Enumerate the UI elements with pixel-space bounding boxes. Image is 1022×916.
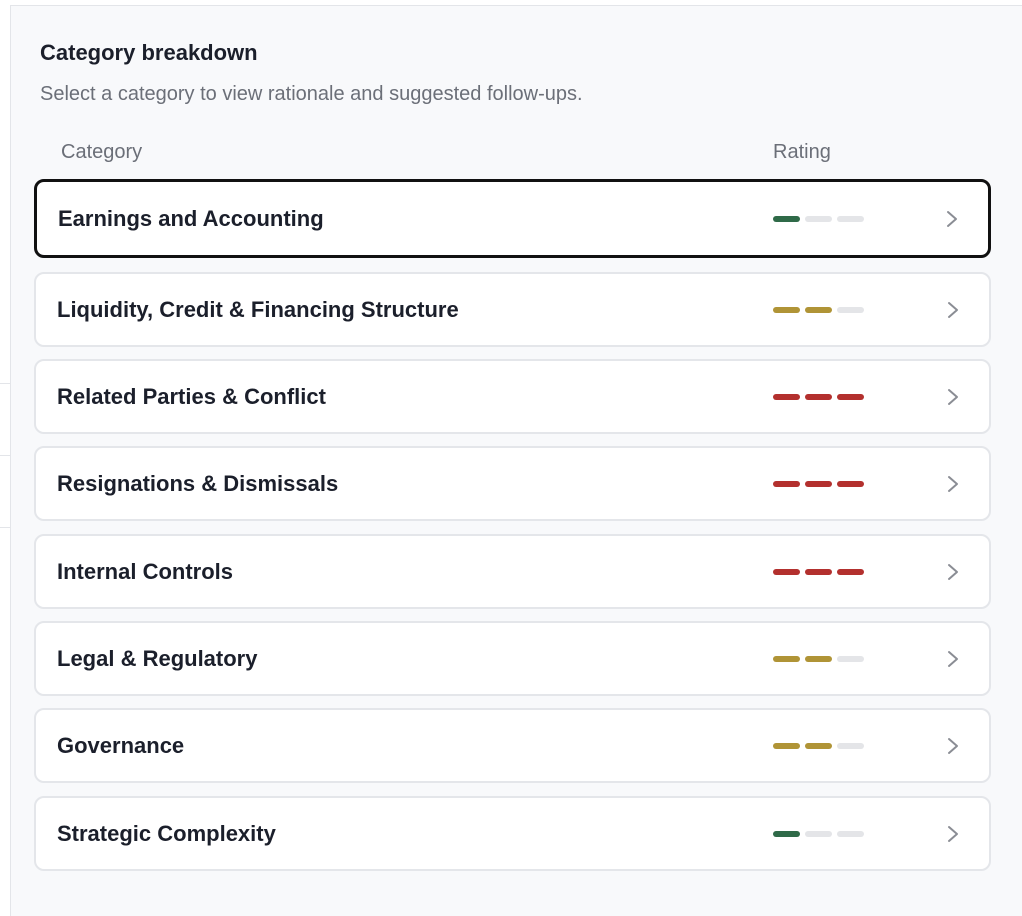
category-name: Strategic Complexity [57,820,276,846]
rating-segment [805,830,832,837]
rating-segment [805,480,832,487]
category-row[interactable]: Liquidity, Credit & Financing Structure [34,272,991,347]
chevron-icon [947,475,959,498]
panel-title: Category breakdown [40,40,258,65]
category-row[interactable]: Resignations & Dismissals [34,446,991,521]
chevron-icon [947,737,959,760]
category-name: Governance [57,732,185,758]
category-row[interactable]: Strategic Complexity [34,796,991,871]
rating-segment [837,830,864,837]
category-row[interactable]: Earnings and Accounting [34,179,991,258]
divider [0,455,10,456]
rating-segment [773,830,800,837]
rating-segment [773,655,800,662]
category-row[interactable]: Internal Controls [34,534,991,609]
rating-segment [837,480,864,487]
rating-segment [805,568,832,575]
rating-segment [773,215,800,222]
rating-segment [837,568,864,575]
divider [0,383,10,384]
rating-segment [837,393,864,400]
chevron-icon [946,210,958,233]
category-name: Earnings and Accounting [58,205,324,231]
category-name: Related Parties & Conflict [57,383,326,409]
category-name: Liquidity, Credit & Financing Structure [57,296,459,322]
rating-segment [837,215,864,222]
rating-segment [837,655,864,662]
chevron-icon [947,825,959,848]
rating-segment [837,306,864,313]
rating-segment [773,480,800,487]
category-name: Internal Controls [57,558,234,584]
rating-segment [773,393,800,400]
category-row[interactable]: Related Parties & Conflict [34,359,991,434]
chevron-icon [947,650,959,673]
rating-segment [805,742,832,749]
category-row[interactable]: Governance [34,708,991,783]
chevron-icon [947,563,959,586]
rating-segment [773,742,800,749]
rating-segment [805,215,832,222]
rating-segment [805,306,832,313]
rating-segment [773,306,800,313]
column-header: Category [61,141,143,163]
category-row[interactable]: Legal & Regulatory [34,621,991,696]
category-name: Resignations & Dismissals [57,470,339,496]
category-panel: Category breakdown Select a category to … [10,5,1022,916]
category-name: Legal & Regulatory [57,645,258,671]
rating-segment [837,742,864,749]
rating-segment [773,568,800,575]
chevron-icon [947,301,959,324]
panel-subtitle: Select a category to view rationale and … [40,83,583,105]
chevron-icon [947,388,959,411]
rating-segment [805,655,832,662]
rating-segment [805,393,832,400]
column-header: Rating [773,141,831,163]
divider [0,527,10,528]
